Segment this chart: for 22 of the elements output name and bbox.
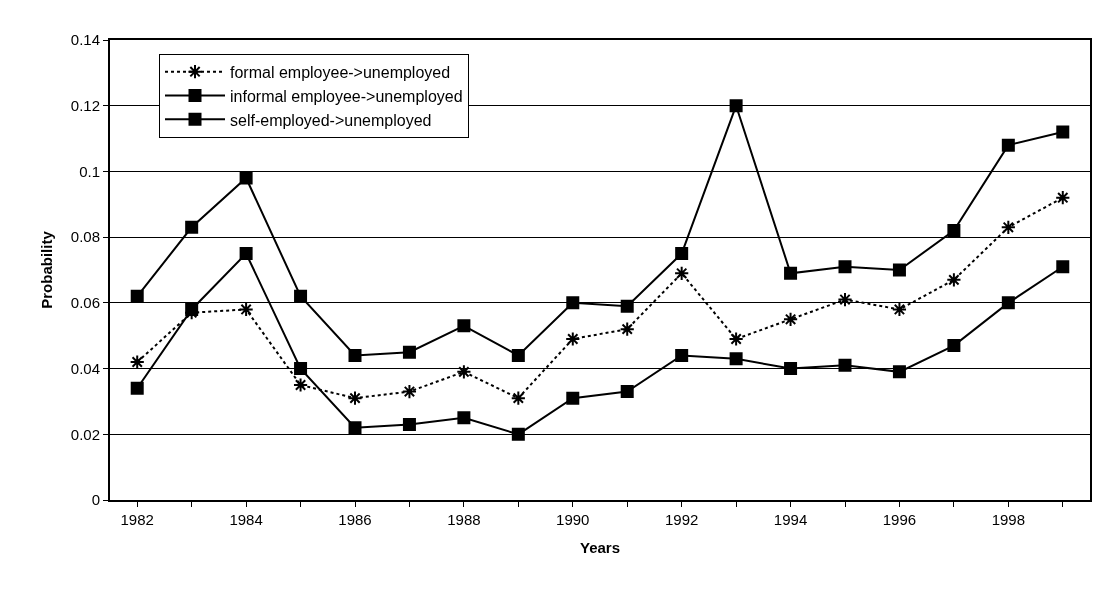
y-tick-label: 0.06	[70, 294, 100, 312]
x-tick-label: 1984	[229, 511, 263, 528]
y-tick-label: 0.14	[70, 31, 100, 49]
y-tick-label: 0.02	[70, 425, 100, 443]
x-tick-label: 1988	[447, 511, 481, 528]
legend-label: self-employed->unemployed	[230, 111, 432, 129]
x-tick-label: 1982	[120, 511, 154, 528]
legend-label: formal employee->unemployed	[230, 63, 451, 81]
x-axis-title: Years	[579, 538, 621, 556]
y-tick-label: 0	[91, 491, 100, 509]
y-tick-label: 0.12	[70, 96, 100, 114]
x-tick-label: 1996	[882, 511, 917, 528]
y-axis-title: Probability	[37, 230, 55, 309]
x-tick-label: 1994	[773, 511, 808, 528]
y-tick-label: 0.04	[70, 359, 100, 377]
x-tick-label: 1998	[991, 511, 1026, 528]
y-tick-label: 0.08	[70, 228, 100, 246]
legend-label: informal employee->unemployed	[230, 87, 463, 105]
x-tick-label: 1990	[556, 511, 590, 528]
x-tick-label: 1992	[664, 511, 699, 528]
x-tick-label: 1986	[338, 511, 372, 528]
y-tick-label: 0.1	[79, 162, 100, 180]
